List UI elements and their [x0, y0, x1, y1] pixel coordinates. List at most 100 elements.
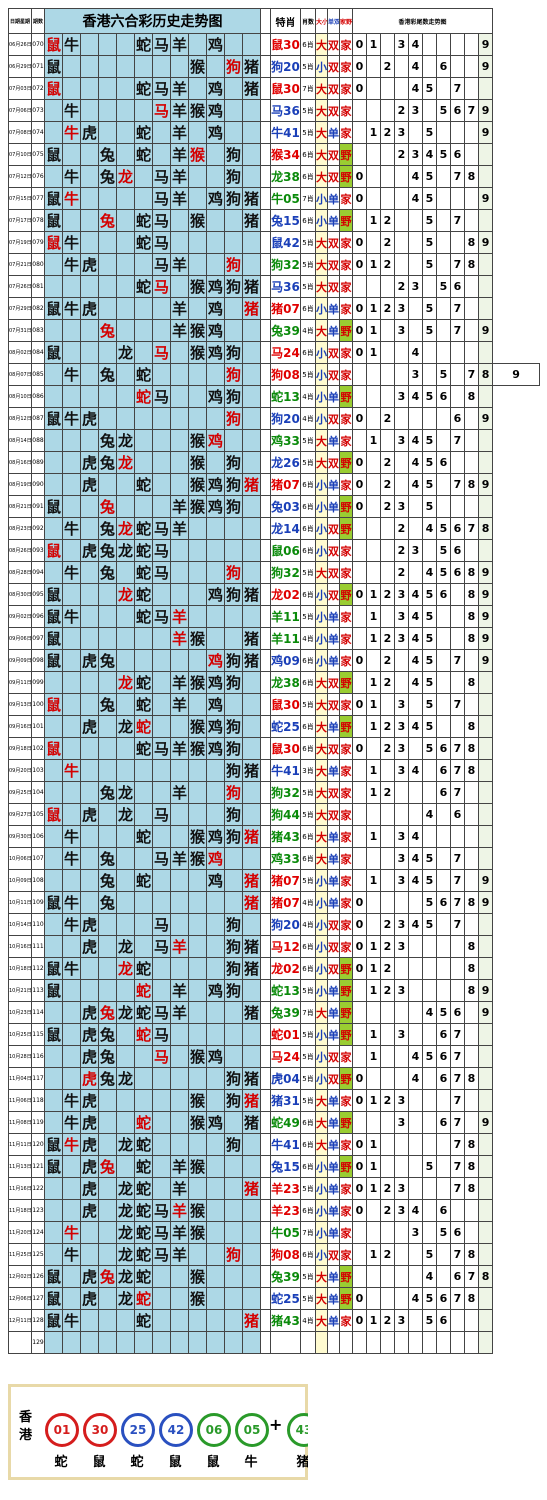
zodiac-cell: 虎 [80, 1001, 99, 1024]
zodiac-cell: 马 [152, 561, 171, 584]
zodiac-cell [134, 99, 153, 122]
zodiac-mark: 龙 [117, 960, 133, 978]
row-period: 124 [31, 1221, 45, 1244]
row-gap [260, 1221, 271, 1244]
tail-cell: 0 [352, 407, 367, 430]
zodiac-mark: 马 [153, 938, 169, 956]
row-date: 09月16日 周二 [8, 715, 32, 738]
zodiac-cell [242, 495, 261, 518]
zodiac-cell [80, 847, 99, 870]
zodiac-mark: 鸡 [207, 740, 223, 758]
zodiac-count: 6肖 [300, 539, 316, 562]
zodiac-cell: 马 [152, 803, 171, 826]
tail-cell: 2 [394, 561, 409, 584]
odd-even: 双 [327, 1067, 340, 1090]
zodiac-cell [188, 187, 207, 210]
zodiac-count [300, 1331, 316, 1354]
zodiac-cell [116, 759, 135, 782]
zodiac-cell [170, 913, 189, 936]
zodiac-cell: 鼠 [44, 957, 63, 980]
home-wild: 家 [339, 913, 353, 936]
tail-cell: 9 [477, 55, 494, 78]
zodiac-cell [44, 847, 63, 870]
row-period: 122 [31, 1177, 45, 1200]
row-gap [260, 55, 271, 78]
zodiac-cell [152, 649, 171, 672]
zodiac-cell: 牛 [62, 165, 81, 188]
lottery-ball: 01 [45, 1413, 79, 1447]
zodiac-cell [116, 649, 135, 672]
row-gap [260, 1287, 271, 1310]
tail-cell: 5 [422, 253, 437, 276]
zodiac-cell: 龙 [116, 583, 135, 606]
zodiac-cell [206, 55, 225, 78]
row-period: 125 [31, 1243, 45, 1266]
zodiac-mark: 鼠 [45, 630, 61, 648]
special-result: 鸡33 [270, 429, 301, 452]
zodiac-cell: 狗 [224, 253, 243, 276]
zodiac-mark: 鸡 [207, 388, 223, 406]
tail-cell: 2 [380, 781, 395, 804]
table-row: 12月02日 周二126鼠虎兔龙蛇猴兔395肖大单野4678 [8, 1265, 540, 1288]
tail-cell [436, 825, 451, 848]
zodiac-cell [62, 583, 81, 606]
big-small: 大 [315, 715, 328, 738]
zodiac-mark: 狗 [225, 344, 241, 362]
zodiac-cell: 蛇 [134, 1243, 153, 1266]
row-gap [260, 165, 271, 188]
row-period: 098 [31, 649, 45, 672]
tail-cell [436, 935, 451, 958]
row-gap [260, 1265, 271, 1288]
home-wild: 野 [339, 165, 353, 188]
zodiac-mark: 牛 [63, 1136, 79, 1154]
odd-even: 双 [327, 33, 340, 56]
tail-cell: 0 [352, 935, 367, 958]
special-result: 兔39 [270, 1001, 301, 1024]
zodiac-mark: 牛 [63, 894, 79, 912]
zodiac-cell: 鸡 [206, 99, 225, 122]
zodiac-cell: 蛇 [134, 121, 153, 144]
odd-even: 单 [327, 1221, 340, 1244]
row-date: 07月10日 周四 [8, 143, 32, 166]
zodiac-cell [188, 803, 207, 826]
zodiac-count: 5肖 [300, 451, 316, 474]
row-date: 07月08日 周二 [8, 121, 32, 144]
tail-cell: 1 [366, 869, 381, 892]
table-row: 09月09日 周二098鼠虎兔鸡狗猪鸡096肖小单家024579 [8, 649, 540, 672]
zodiac-cell: 龙 [116, 1243, 135, 1266]
zodiac-cell [152, 759, 171, 782]
zodiac-cell: 羊 [170, 165, 189, 188]
zodiac-cell [44, 473, 63, 496]
zodiac-cell: 龙 [116, 539, 135, 562]
zodiac-cell [206, 539, 225, 562]
row-date: 07月21日 周一 [8, 253, 32, 276]
zodiac-mark: 虎 [81, 718, 97, 736]
header-gap [260, 8, 271, 34]
zodiac-mark: 猴 [189, 278, 205, 296]
zodiac-cell [206, 1067, 225, 1090]
zodiac-cell [224, 517, 243, 540]
zodiac-cell: 龙 [116, 429, 135, 452]
zodiac-cell: 牛 [62, 957, 81, 980]
zodiac-mark: 蛇 [135, 1026, 151, 1044]
tail-cell [380, 517, 395, 540]
zodiac-cell [62, 781, 81, 804]
zodiac-cell: 狗 [224, 407, 243, 430]
special-result: 牛05 [270, 1221, 301, 1244]
zodiac-cell: 狗 [224, 803, 243, 826]
zodiac-mark: 猴 [189, 850, 205, 868]
zodiac-cell [188, 539, 207, 562]
tail-cell: 0 [352, 297, 367, 320]
tail-cell: 4 [408, 385, 423, 408]
zodiac-cell [242, 253, 261, 276]
tail-cell [436, 165, 451, 188]
tail-cell: 7 [450, 473, 465, 496]
zodiac-cell [116, 33, 135, 56]
zodiac-cell: 狗 [224, 781, 243, 804]
tail-cell: 6 [436, 1023, 451, 1046]
tail-cell: 6 [450, 1221, 465, 1244]
zodiac-count: 6肖 [300, 671, 316, 694]
big-small: 大 [315, 1287, 328, 1310]
tail-cell: 1 [366, 1177, 381, 1200]
row-date: 08月26日 周二 [8, 539, 32, 562]
